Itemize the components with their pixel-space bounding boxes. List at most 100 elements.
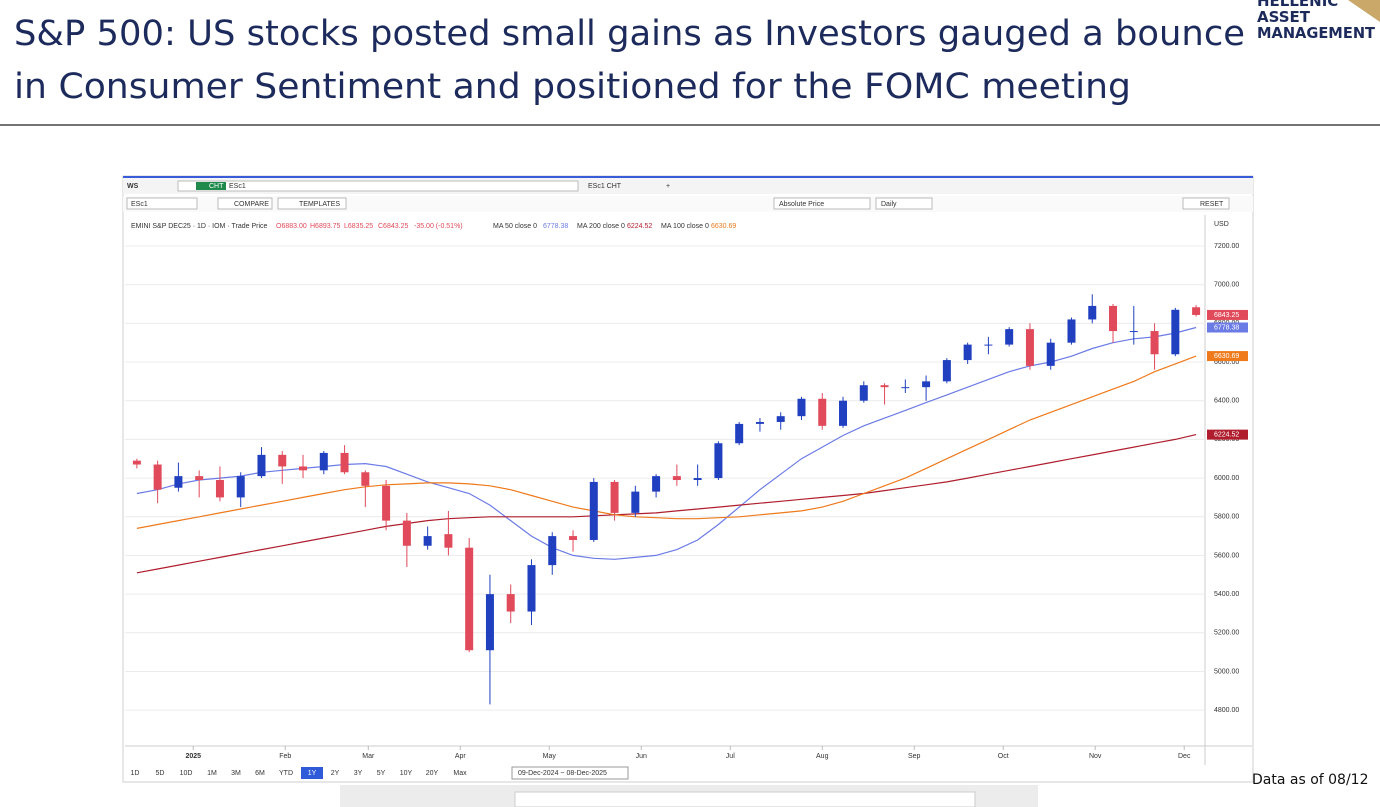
candle-body <box>1046 342 1055 366</box>
candle-body <box>548 536 557 566</box>
logo-text: ASSET <box>1257 8 1311 26</box>
candle-body <box>880 385 889 388</box>
last-price-tag-box <box>1207 309 1248 320</box>
range-button[interactable]: 10Y <box>400 770 413 777</box>
candle-body <box>963 344 972 361</box>
legend-name: MA 200 close 0 <box>577 223 625 230</box>
templates-button[interactable] <box>277 197 347 210</box>
range-button[interactable]: 10D <box>180 770 193 777</box>
range-button[interactable]: 20Y <box>426 770 439 777</box>
slide-title: S&P 500: US stocks posted small gains as… <box>14 14 1245 54</box>
candle-body <box>506 594 515 612</box>
range-button[interactable]: 3Y <box>354 770 363 777</box>
range-button[interactable]: 1D <box>131 770 140 777</box>
y-tick-label: 6200.00 <box>1214 436 1239 443</box>
candle-body <box>1025 329 1034 366</box>
candle-body <box>818 398 827 426</box>
tab-symbol: ESc1 <box>229 183 246 190</box>
candle-body <box>485 594 494 651</box>
range-button[interactable]: 6M <box>255 770 265 777</box>
interval-select[interactable] <box>875 197 933 210</box>
range-button[interactable]: 5Y <box>377 770 386 777</box>
y-tick-label: 7000.00 <box>1214 281 1239 288</box>
chart-window <box>122 175 1254 783</box>
range-button[interactable]: Max <box>453 770 467 777</box>
price-mode: Absolute Price <box>779 201 824 208</box>
ma-tag-box <box>1207 429 1248 440</box>
x-tick-label: Aug <box>816 753 829 760</box>
candle-body <box>361 472 370 486</box>
x-tick-label: Oct <box>998 753 1009 760</box>
x-tick-label: Jun <box>636 753 647 760</box>
symbol: ESc1 <box>131 201 148 208</box>
candle-body <box>236 476 245 498</box>
app-label: CHT <box>209 183 224 190</box>
candle-body <box>984 344 993 346</box>
app-badge <box>196 182 226 190</box>
candle-body <box>215 480 224 498</box>
y-tick-label: 6400.00 <box>1214 398 1239 405</box>
candle-body <box>423 536 432 546</box>
legend-name: MA 100 close 0 <box>661 223 709 230</box>
candle-body <box>1109 305 1118 332</box>
candle-body <box>859 385 868 401</box>
tab-name[interactable]: ESc1 CHT <box>588 183 622 190</box>
x-tick-label: 2025 <box>185 753 201 760</box>
price-mode-select[interactable] <box>773 197 871 210</box>
candle-body <box>1192 307 1201 315</box>
reset-button[interactable] <box>1182 197 1230 210</box>
y-tick-label: 5200.00 <box>1214 630 1239 637</box>
plot-area: 4800.00 5000.00 5200.00 5400.00 5600.00 5800.… <box>125 243 1248 760</box>
candle-body <box>839 400 848 426</box>
symbol-field[interactable] <box>126 197 198 210</box>
quote-item: L6835.25 <box>344 223 373 230</box>
y-tick-label: 6000.00 <box>1214 475 1239 482</box>
ma-tag-box <box>1207 351 1248 362</box>
candle-body <box>735 423 744 444</box>
date-range-field[interactable] <box>511 766 629 780</box>
y-tick-label: 6600.00 <box>1214 359 1239 366</box>
range-button[interactable]: YTD <box>279 770 293 777</box>
candle-body <box>153 464 162 490</box>
footnote: Data as of 08/12 <box>1252 772 1369 788</box>
range-buttons: 1D 5D 10D 1M 3M 6M YTD 1Y 2Y 3Y 5Y 10Y 20Y Max <box>131 767 467 779</box>
logo-text: MANAGEMENT <box>1257 24 1376 42</box>
candle-body <box>797 398 806 417</box>
interval: Daily <box>881 201 897 208</box>
compare-label: COMPARE <box>234 201 269 208</box>
logo-mark <box>1348 0 1380 22</box>
y-tick-label: 5000.00 <box>1214 668 1239 675</box>
range-active <box>301 767 323 779</box>
currency[interactable]: USD <box>1214 221 1229 228</box>
quote-item: O6883.00 <box>276 223 307 230</box>
y-tick-label: 5400.00 <box>1214 591 1239 598</box>
candle-body <box>776 416 785 422</box>
ma-tag: 6778.38 <box>1214 324 1239 331</box>
ma-tag: 6630.69 <box>1214 353 1239 360</box>
logo-text: HELLENIC <box>1257 0 1338 10</box>
candle-body <box>1129 331 1138 333</box>
x-tick-label: Nov <box>1089 753 1102 760</box>
templates-label: TEMPLATES <box>299 201 340 208</box>
range-button[interactable]: 1Y <box>308 770 317 777</box>
compare-button[interactable] <box>217 197 273 210</box>
slide-title: in Consumer Sentiment and positioned for… <box>14 67 1131 107</box>
candle-body <box>132 460 141 465</box>
candle-body <box>319 452 328 471</box>
candle-body <box>1150 331 1159 355</box>
workspace[interactable]: WS <box>127 183 139 190</box>
candle-body <box>631 491 640 513</box>
range-button[interactable]: 1M <box>207 770 217 777</box>
quote-item: C6843.25 <box>378 223 408 230</box>
candle-body <box>174 476 183 488</box>
x-tick-label: Apr <box>455 753 467 760</box>
range-button[interactable]: 5D <box>156 770 165 777</box>
candle-body <box>527 565 536 612</box>
toolbar <box>123 196 1253 212</box>
range-button[interactable]: 3M <box>231 770 241 777</box>
tab-field[interactable] <box>177 180 579 192</box>
add-tab[interactable]: + <box>666 183 670 190</box>
range-button[interactable]: 2Y <box>331 770 340 777</box>
quote-item: -35.00 (-0.51%) <box>414 223 463 230</box>
